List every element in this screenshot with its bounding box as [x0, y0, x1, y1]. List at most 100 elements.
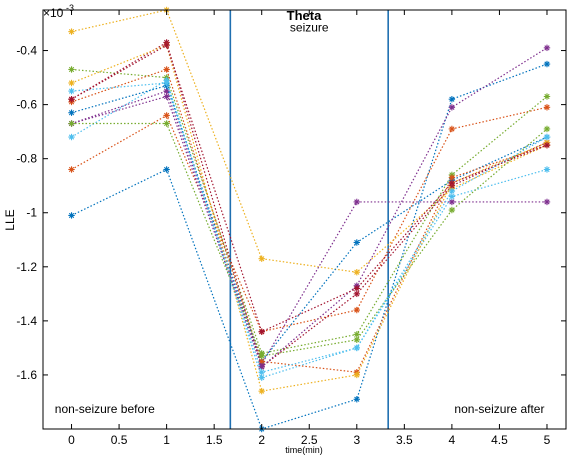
- data-point: [353, 290, 360, 298]
- x-tick-label: 1.5: [206, 433, 223, 447]
- data-point: [353, 306, 360, 314]
- data-point: [258, 352, 265, 360]
- data-point: [353, 336, 360, 343]
- series-line: [71, 82, 548, 373]
- data-point: [543, 125, 551, 133]
- x-tick-label: 1: [163, 433, 170, 447]
- series-line: [71, 68, 548, 373]
- series-line: [71, 68, 548, 355]
- data-point: [163, 66, 170, 73]
- data-point: [448, 206, 456, 214]
- series-line: [71, 44, 548, 333]
- series-12: [68, 120, 551, 360]
- data-point: [353, 396, 360, 403]
- annotations: seizure non-seizure before non-seizure aft…: [55, 21, 545, 416]
- data-point: [258, 255, 265, 262]
- y-tick-label: -1.6: [16, 368, 37, 382]
- annotation-2: non-seizure before: [55, 402, 155, 416]
- data-point: [163, 41, 170, 49]
- data-point: [353, 344, 360, 352]
- series-1: [68, 60, 551, 433]
- data-point: [258, 374, 265, 381]
- data-point: [448, 198, 456, 206]
- chart-title: Theta: [287, 8, 322, 23]
- data-point: [353, 269, 360, 276]
- data-point: [353, 371, 360, 379]
- x-tick-label: 4: [449, 433, 456, 447]
- data-point: [163, 120, 170, 127]
- data-point: [68, 133, 75, 141]
- series-line: [71, 9, 548, 273]
- data-point: [68, 79, 75, 87]
- data-point: [163, 87, 170, 95]
- series-13: [68, 79, 551, 376]
- x-tick-label: 0.5: [111, 433, 128, 447]
- data-point: [163, 93, 170, 100]
- series-line: [71, 106, 548, 333]
- plot-frame: [42, 9, 567, 430]
- data-point: [163, 112, 170, 119]
- y-tick-label: -0.6: [16, 98, 37, 112]
- x-tick-label: 2.5: [301, 433, 318, 447]
- series-line: [71, 79, 548, 379]
- data-point: [163, 79, 170, 87]
- x-tick-label: 0: [68, 433, 75, 447]
- x-tick-label: 5: [544, 433, 551, 447]
- y-tick-label: -0.4: [16, 44, 37, 58]
- y-tick-label: -1: [26, 206, 37, 220]
- series-line: [71, 84, 548, 363]
- data-point: [543, 93, 551, 100]
- y-tick-label: -1.2: [16, 260, 37, 274]
- data-point: [68, 109, 75, 116]
- annotation-3: non-seizure after: [454, 402, 544, 416]
- y-tick-label: -1.4: [16, 314, 37, 328]
- data-point: [258, 328, 265, 335]
- data-point: [543, 166, 551, 173]
- data-point: [448, 174, 456, 181]
- data-point: [543, 141, 551, 149]
- x-tick-label: 4.5: [491, 433, 508, 447]
- x-tick-label: 2: [258, 433, 265, 447]
- plot-area: [43, 10, 566, 429]
- data-point: [448, 96, 456, 103]
- annotation-1: seizure: [290, 21, 329, 35]
- data-point: [68, 66, 75, 73]
- y-exponent-power: -3: [66, 3, 74, 13]
- data-point: [68, 87, 75, 95]
- data-point: [258, 369, 265, 376]
- y-axis-label: LLE: [3, 209, 17, 230]
- data-point: [448, 187, 456, 195]
- data-point: [448, 193, 456, 200]
- data-point: [543, 133, 551, 141]
- data-point: [353, 331, 360, 338]
- x-tick-label: 3: [353, 433, 360, 447]
- series-group: [68, 6, 551, 433]
- series-line: [71, 122, 548, 357]
- data-point: [543, 104, 551, 111]
- y-tick-label: -0.8: [16, 152, 37, 166]
- data-point: [448, 179, 456, 187]
- data-point: [163, 166, 170, 173]
- x-tick-label: 3.5: [396, 433, 413, 447]
- x-axis: 0 0.5 1 1.5 2 2.5 3 3.5 4 4.5 5: [68, 10, 551, 447]
- series-14: [68, 41, 551, 335]
- data-point: [353, 285, 360, 292]
- data-point: [68, 212, 75, 219]
- series-line: [71, 44, 548, 392]
- data-point: [448, 125, 456, 133]
- data-point: [68, 96, 75, 103]
- data-point: [353, 239, 360, 246]
- series-line: [71, 90, 547, 366]
- series-line: [71, 63, 548, 430]
- y-exponent-base: ×10: [43, 6, 64, 20]
- data-point: [68, 28, 75, 35]
- data-point: [258, 387, 265, 395]
- phase-boundaries: [229, 10, 389, 429]
- data-point: [353, 198, 360, 206]
- x-axis-label: time(min): [285, 445, 323, 455]
- y-axis: -1.6 -1.4 -1.2 -1 -0.8 -0.6 -0.4: [16, 44, 566, 382]
- data-point: [448, 104, 456, 111]
- data-point: [543, 60, 551, 68]
- data-point: [68, 166, 75, 173]
